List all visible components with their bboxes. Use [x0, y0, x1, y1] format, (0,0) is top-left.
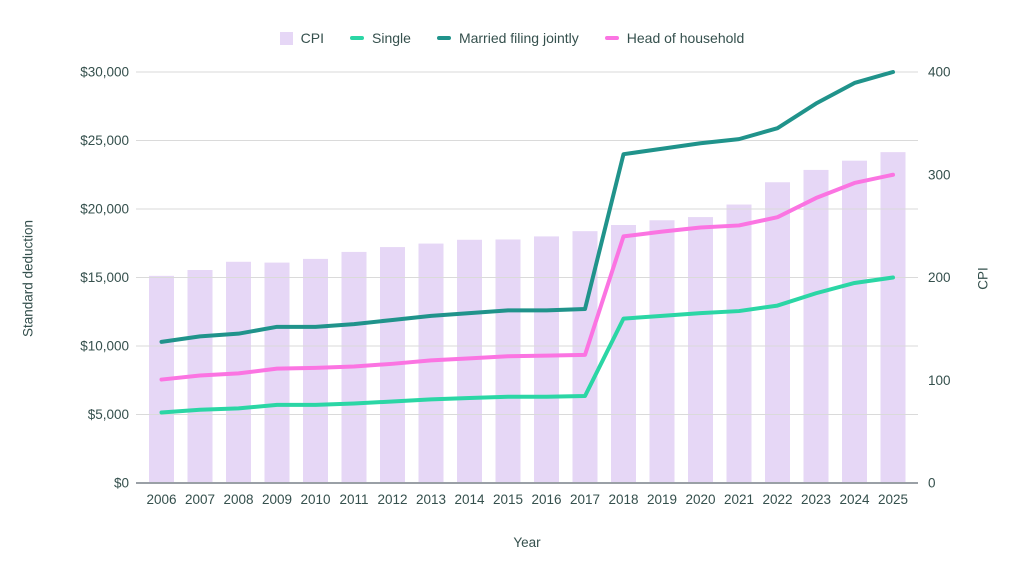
bar-cpi-2019	[649, 220, 675, 483]
bar-cpi-2021	[726, 204, 752, 484]
line-married-filing-jointly	[159, 70, 895, 344]
x-axis-tick-label: 2008	[223, 492, 253, 507]
x-axis-tick-label: 2010	[300, 492, 330, 507]
x-axis-tick-label: 2017	[570, 492, 600, 507]
right-axis-tick-label: 0	[928, 476, 936, 491]
x-axis-tick-label: 2009	[262, 492, 292, 507]
x-axis-tick-label: 2025	[878, 492, 908, 507]
x-axis-tick-label: 2007	[185, 492, 215, 507]
right-axis-tick-label: 300	[928, 167, 951, 182]
legend-label: CPI	[300, 30, 325, 46]
legend-item-head-of-household: Head of household	[604, 30, 745, 46]
left-axis-title: Standard deduction	[20, 219, 36, 338]
legend-swatch-head-of-household	[604, 36, 619, 40]
bar-cpi-2020	[688, 217, 713, 483]
bar-cpi-2015	[495, 239, 521, 483]
legend-item-single: Single	[350, 30, 411, 46]
legend-label: Head of household	[626, 30, 745, 46]
left-axis-tick-label: $30,000	[80, 65, 129, 80]
legend-swatch-single	[350, 36, 365, 40]
left-axis-tick-label: $25,000	[80, 133, 129, 148]
legend-swatch-cpi	[279, 31, 293, 45]
x-axis-tick-label: 2022	[762, 492, 792, 507]
x-axis-tick-label: 2021	[724, 492, 754, 507]
x-axis-title: Year	[513, 535, 541, 550]
right-axis-tick-label: 100	[928, 373, 951, 388]
bar-cpi-2023	[803, 169, 829, 483]
left-axis-tick-label: $10,000	[80, 339, 129, 354]
legend-label: Single	[372, 30, 411, 46]
x-axis-tick-label: 2023	[801, 492, 831, 507]
bar-cpi-2022	[765, 182, 790, 484]
x-axis-tick-label: 2019	[647, 492, 677, 507]
left-axis-tick-label: $20,000	[80, 202, 129, 217]
x-axis-tick-label: 2014	[454, 492, 485, 507]
bar-cpi-2024	[842, 160, 867, 483]
bar-cpi-2014	[457, 239, 482, 483]
bar-cpi-2016	[534, 236, 559, 483]
x-axis-tick-label: 2024	[839, 492, 870, 507]
right-axis-title: CPI	[975, 267, 991, 290]
legend-item-cpi: CPI	[279, 30, 325, 46]
left-axis-tick-label: $5,000	[88, 407, 129, 422]
legend-label: Married filing jointly	[458, 30, 579, 46]
bar-cpi-2013	[418, 243, 444, 483]
bar-cpi-2010	[303, 258, 328, 483]
legend: CPI Single Married filing jointly Head of h…	[0, 26, 1024, 50]
x-axis-tick-label: 2012	[377, 492, 407, 507]
line-single	[159, 275, 895, 415]
x-axis-tick-label: 2013	[416, 492, 446, 507]
line-head-of-household	[159, 172, 895, 382]
bar-cpi-2009	[264, 262, 290, 483]
x-axis-tick-label: 2006	[146, 492, 176, 507]
bar-cpi-2025	[880, 152, 906, 483]
right-axis-tick-label: 200	[928, 270, 951, 285]
x-axis-tick-label: 2016	[531, 492, 561, 507]
legend-item-married-filing-jointly: Married filing jointly	[436, 30, 579, 46]
left-axis-tick-label: $15,000	[80, 270, 129, 285]
legend-swatch-married-filing-jointly	[436, 36, 451, 40]
x-axis-tick-label: 2018	[608, 492, 638, 507]
right-axis-tick-label: 400	[928, 65, 951, 80]
left-axis-tick-label: $0	[114, 476, 129, 491]
x-axis-tick-label: 2020	[685, 492, 715, 507]
x-axis-tick-label: 2015	[493, 492, 523, 507]
x-axis-tick-label: 2011	[339, 492, 368, 507]
